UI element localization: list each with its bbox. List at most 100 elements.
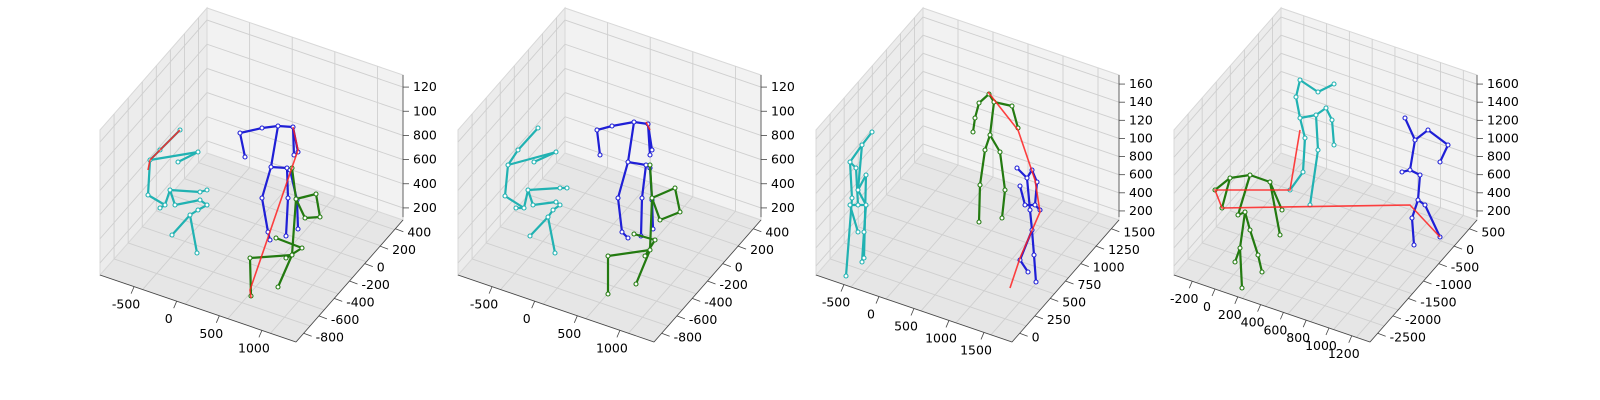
bone: [988, 100, 996, 137]
joint: [1025, 269, 1031, 275]
skeleton-person_a: [502, 125, 570, 256]
joint: [550, 207, 556, 213]
grid-z: [1173, 52, 1478, 176]
joint: [855, 229, 861, 235]
joint: [285, 195, 291, 201]
joint: [609, 123, 615, 129]
joint: [987, 132, 993, 138]
x-tick-mark: [573, 315, 578, 323]
bone: [269, 124, 280, 169]
grid-z: [457, 116, 762, 240]
grid-y: [1187, 258, 1385, 327]
joint: [1415, 197, 1421, 203]
joint: [615, 195, 621, 201]
bone: [284, 196, 290, 238]
bone: [1410, 216, 1416, 247]
joint: [204, 202, 210, 208]
y-tick-label: -600: [689, 312, 717, 327]
grid-z: [99, 92, 404, 215]
panel-1: -500 0 500 1000 400 200 0 -200 -400 -600 -800 120 10…: [99, 6, 437, 355]
z-tick-label: 1200: [1487, 112, 1519, 127]
y-tick-label: -400: [346, 294, 374, 309]
joint: [1232, 259, 1238, 265]
grid-z: [815, 16, 1120, 140]
grid-x: [1333, 207, 1441, 330]
grid-z: [815, 89, 1120, 212]
grid-x: [542, 181, 651, 305]
bone: [595, 124, 614, 132]
z-tick-label: 600: [771, 152, 795, 167]
joint: [1422, 202, 1428, 208]
bone: [290, 166, 298, 201]
bone: [526, 188, 535, 207]
y-tick-mark: [737, 245, 747, 250]
bone: [260, 196, 270, 234]
z-tick-label: 1600: [1487, 76, 1519, 91]
grid-y: [886, 194, 1083, 263]
joint: [1014, 165, 1020, 171]
bone: [1298, 116, 1307, 140]
y-tick-label: 1250: [1108, 242, 1140, 257]
bone: [146, 193, 167, 207]
joint: [594, 127, 600, 133]
bone: [1403, 116, 1417, 142]
bone: [1256, 253, 1264, 274]
z-tick-label: 200: [1129, 203, 1153, 218]
grid-x: [990, 212, 1099, 336]
z-tick-label: 200: [413, 200, 437, 215]
joint: [513, 205, 519, 211]
joint: [999, 215, 1005, 221]
joint: [647, 247, 653, 253]
bone: [148, 150, 200, 162]
x-tick-label: 1000: [925, 330, 957, 345]
x-tick-mark: [173, 301, 178, 309]
x-tick-mark: [616, 330, 621, 338]
z-tick-label: 1000: [1487, 130, 1519, 145]
bone: [506, 150, 558, 167]
x-tick-label: 1000: [596, 340, 628, 355]
joint: [649, 195, 655, 201]
grid-z: [99, 67, 404, 191]
y-tick-mark: [349, 280, 358, 285]
bone: [658, 210, 682, 222]
bone: [1238, 210, 1247, 250]
bone: [1000, 188, 1007, 220]
x-tick-label: 200: [1218, 307, 1242, 322]
bone: [1248, 228, 1260, 257]
bone: [526, 186, 562, 192]
joint: [633, 281, 639, 287]
bone: [260, 124, 280, 130]
x-tick-mark: [840, 284, 845, 292]
grid-y: [500, 226, 697, 295]
joint: [553, 199, 559, 205]
bone: [983, 133, 992, 152]
grid-z: [1173, 70, 1478, 194]
y-tick-label: 750: [1078, 277, 1102, 292]
bone: [606, 248, 652, 258]
skeleton-person_b: [1014, 165, 1043, 285]
x-tick-mark: [1188, 281, 1193, 289]
bone: [238, 126, 264, 135]
bone: [616, 160, 630, 200]
y-tick-label: -500: [1451, 260, 1479, 275]
joint: [859, 142, 865, 148]
y-tick-mark: [722, 263, 731, 267]
x-tick-label: 500: [557, 326, 581, 341]
grid-y: [900, 178, 1097, 247]
z-tick-label: 200: [1487, 203, 1511, 218]
bone: [1298, 78, 1320, 94]
joint: [1032, 202, 1038, 208]
joint: [175, 159, 181, 165]
bone: [862, 203, 868, 234]
mismatch-stroke: [249, 126, 299, 299]
z-tick-label: 800: [771, 127, 795, 142]
x-tick-label: -500: [822, 295, 850, 310]
bone: [173, 198, 202, 207]
bone: [1298, 113, 1318, 120]
joint: [1024, 175, 1030, 181]
grid-x: [1196, 160, 1305, 284]
bone: [176, 150, 200, 164]
joint: [194, 250, 200, 256]
bone: [1316, 82, 1336, 94]
y-tick-label: -200: [362, 277, 390, 292]
